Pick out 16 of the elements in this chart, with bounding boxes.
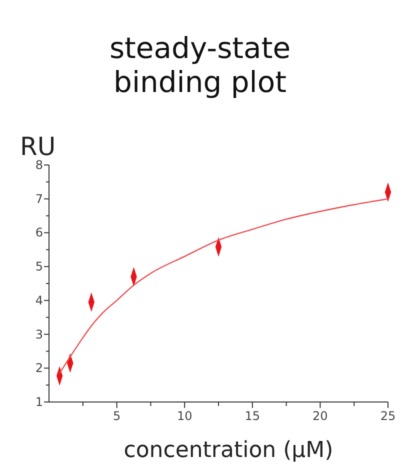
x-tick-label: 15 — [244, 409, 260, 423]
y-tick-label: 5 — [35, 260, 43, 274]
y-tick-label: 7 — [35, 192, 43, 206]
y-tick-label: 4 — [35, 293, 43, 308]
x-tick-label: 25 — [380, 409, 396, 423]
chart-title: steady-state binding plot — [109, 31, 291, 99]
y-tick-label: 1 — [35, 395, 43, 409]
y-tick-label: 8 — [35, 158, 43, 172]
x-tick-label: 20 — [312, 409, 328, 423]
y-tick-label: 6 — [35, 226, 43, 240]
x-tick-label: 5 — [112, 409, 121, 423]
y-tick-label: 2 — [35, 361, 43, 376]
y-tick-label: 3 — [35, 327, 43, 342]
x-tick-label: 10 — [176, 409, 192, 423]
y-axis-title: RU — [20, 132, 56, 161]
x-axis-title: concentration (µM) — [124, 438, 334, 463]
